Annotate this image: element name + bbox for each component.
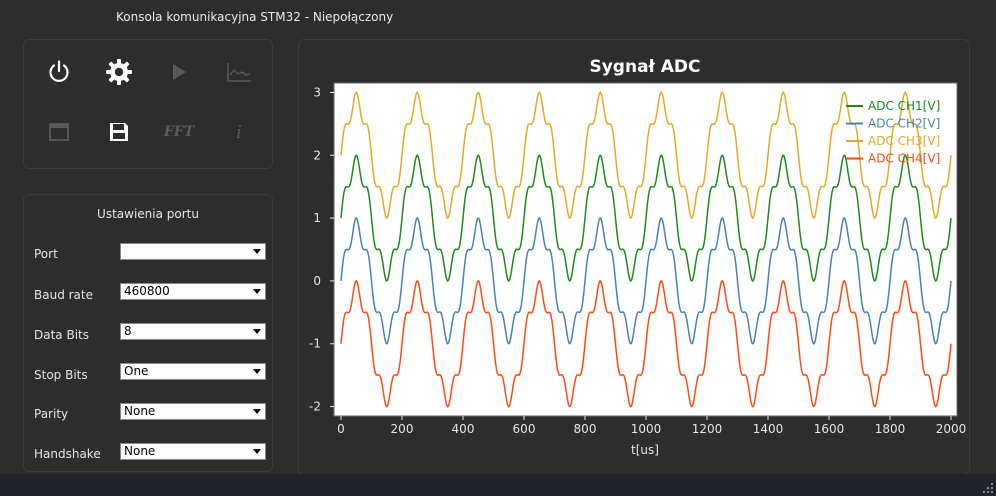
chevron-down-icon: [253, 249, 261, 254]
parity-label: Parity: [34, 407, 69, 421]
legend-label-ch1: ADC CH1[V]: [868, 99, 940, 113]
data-bits-label: Data Bits: [34, 328, 89, 342]
chart-title: Sygnał ADC: [589, 57, 700, 77]
x-tick-label: 600: [513, 422, 536, 436]
y-tick-label: 2: [313, 148, 321, 162]
chevron-down-icon: [253, 409, 261, 414]
y-tick-label: 0: [313, 274, 321, 288]
port-label: Port: [34, 247, 58, 261]
y-tick-label: -2: [309, 400, 321, 414]
series-line-ch4: [340, 279, 952, 408]
series-line-ch3: [340, 91, 952, 220]
series-layer: [340, 91, 952, 408]
settings-button[interactable]: [99, 52, 139, 92]
chevron-down-icon: [253, 369, 261, 374]
y-tick-label: 3: [313, 85, 321, 99]
info-button[interactable]: i: [219, 112, 259, 152]
power-icon: [49, 60, 69, 82]
x-tick-label: 1800: [875, 422, 906, 436]
settings-gear-icon: [106, 59, 132, 85]
stop-bits-value: One: [124, 364, 149, 378]
port-select[interactable]: [120, 243, 266, 260]
info-icon: i: [236, 121, 242, 143]
window-icon: [49, 123, 69, 141]
window-button[interactable]: [39, 112, 79, 152]
adc-signal-chart[interactable]: Sygnał ADC 0 200 400 600 800 1000 1200 1400 1600…: [299, 40, 969, 474]
data-bits-select[interactable]: 8: [120, 323, 266, 340]
fft-icon: FFT: [163, 124, 195, 140]
x-tick-label: 1400: [753, 422, 784, 436]
axis-layer: 0 200 400 600 800 1000 1200 1400 1600 1800 2000 -2 -…: [309, 85, 966, 436]
x-tick-label: 2000: [936, 422, 967, 436]
handshake-label: Handshake: [34, 447, 101, 461]
x-tick-label: 1600: [814, 422, 845, 436]
chevron-down-icon: [253, 449, 261, 454]
x-tick-label: 200: [391, 422, 414, 436]
baud-rate-select[interactable]: 460800: [120, 283, 266, 300]
status-bar: [0, 474, 996, 496]
legend: ADC CH1[V] ADC CH2[V] ADC CH3[V] ADC CH4[V]: [846, 99, 940, 166]
fft-button[interactable]: FFT: [159, 112, 199, 152]
handshake-select[interactable]: None: [120, 443, 266, 460]
play-icon: [173, 64, 186, 80]
resize-grip-icon[interactable]: [983, 483, 993, 493]
toolbar-panel: FFT i: [23, 39, 273, 169]
y-tick-label: 1: [313, 211, 321, 225]
stop-bits-label: Stop Bits: [34, 368, 88, 382]
start-button[interactable]: [159, 52, 199, 92]
x-tick-label: 400: [452, 422, 475, 436]
save-icon: [110, 123, 128, 141]
legend-label-ch4: ADC CH4[V]: [868, 152, 940, 166]
x-axis-label: t[us]: [631, 443, 659, 457]
stop-bits-select[interactable]: One: [120, 363, 266, 380]
port-settings-panel: Ustawienia portu Port Baud rate 460800 D…: [23, 194, 273, 472]
x-tick-label: 1000: [631, 422, 662, 436]
port-settings-title: Ustawienia portu: [97, 207, 199, 221]
series-line-ch1: [340, 154, 952, 282]
parity-select[interactable]: None: [120, 403, 266, 420]
save-button[interactable]: [99, 112, 139, 152]
baud-rate-value: 460800: [124, 284, 170, 298]
plot-panel: Sygnał ADC 0 200 400 600 800 1000 1200 1400 1600…: [298, 39, 970, 475]
handshake-value: None: [124, 444, 156, 458]
x-tick-label: 800: [574, 422, 597, 436]
x-tick-label: 0: [337, 422, 345, 436]
window-title: Konsola komunikacyjna STM32 - Niepołączo…: [116, 10, 394, 24]
x-tick-label: 1200: [692, 422, 723, 436]
legend-label-ch2: ADC CH2[V]: [868, 117, 940, 131]
chart-button[interactable]: [219, 52, 259, 92]
chevron-down-icon: [253, 329, 261, 334]
parity-value: None: [124, 404, 156, 418]
baud-rate-label: Baud rate: [34, 288, 93, 302]
data-bits-value: 8: [124, 324, 132, 338]
y-tick-label: -1: [309, 337, 321, 351]
chart-icon: [227, 63, 251, 82]
power-button[interactable]: [39, 52, 79, 92]
series-line-ch2: [340, 217, 952, 345]
legend-label-ch3: ADC CH3[V]: [868, 134, 940, 148]
chevron-down-icon: [253, 289, 261, 294]
